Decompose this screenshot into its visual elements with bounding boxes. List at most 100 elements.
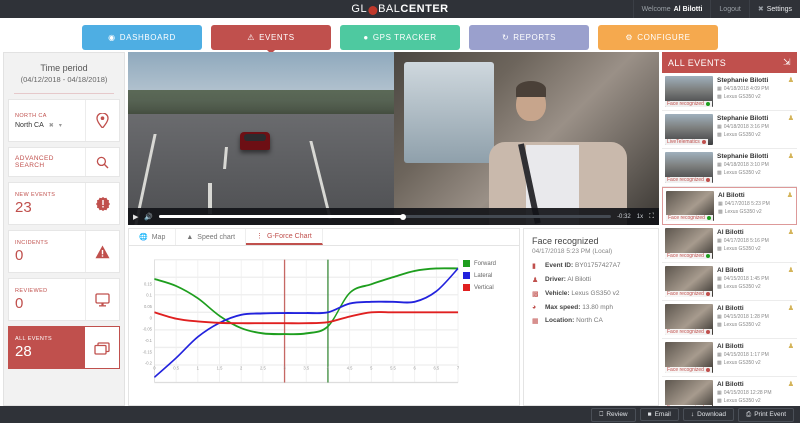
email-button[interactable]: ■ Email <box>639 408 679 421</box>
event-list-item[interactable]: Face recognized Stephanie Bilotti ▦ 04/18/2… <box>662 149 797 187</box>
stat-card-all-events[interactable]: ALL EVENTS 28 <box>8 326 120 369</box>
stat-card-incidents[interactable]: INCIDENTS 0 <box>8 230 120 273</box>
video-road-view[interactable] <box>128 52 394 225</box>
calendar-icon: ▦ <box>717 162 722 168</box>
event-driver-name: Al Bilotti <box>717 343 744 350</box>
event-datetime: ▦ 04/15/2018 1:45 PM <box>717 276 769 282</box>
stat-card-new-events[interactable]: NEW EVENTS 23 <box>8 182 120 225</box>
lane-marking <box>309 140 332 219</box>
seek-bar[interactable] <box>159 213 612 220</box>
stat-reviewed-value: 0 <box>15 295 24 312</box>
play-icon[interactable]: ▶ <box>133 213 139 221</box>
seek-handle[interactable] <box>400 213 407 220</box>
video-cabin-view[interactable] <box>393 52 659 225</box>
event-info: Al Bilotti ▦ 04/15/2018 1:45 PM ▩ Lexus GS35… <box>717 266 794 297</box>
region-selector-main: NORTH CA North CA ✖ ▾ <box>9 100 85 141</box>
event-driver-name: Al Bilotti <box>717 267 744 274</box>
stat-incidents-main: INCIDENTS 0 <box>9 231 85 272</box>
car-icon: ▩ <box>717 246 722 252</box>
svg-text:2: 2 <box>240 366 243 371</box>
clear-icon[interactable]: ✖ <box>48 122 54 129</box>
event-vehicle: ▩ Lexus GS350 v2 <box>717 284 761 290</box>
volume-icon[interactable]: 🔊 <box>144 213 154 221</box>
event-thumbnail[interactable]: Face recognized <box>665 380 713 406</box>
video-player[interactable]: ▶ 🔊 -0:32 1x ⛶ <box>128 52 659 225</box>
car-icon: ▩ <box>717 170 722 176</box>
logo-text-post: CENTER <box>400 3 449 15</box>
settings-button[interactable]: ✖ Settings <box>748 0 800 18</box>
tab-map[interactable]: 🌐 Map <box>129 229 177 245</box>
event-info: Stephanie Bilotti ▦ 04/18/2018 3:10 PM ▩ Lex… <box>717 152 794 183</box>
nav-tab-reports[interactable]: ↻ REPORTS <box>469 24 589 50</box>
search-icon[interactable] <box>85 148 119 176</box>
id-card-icon: ▮ <box>532 263 536 270</box>
event-thumbnail[interactable]: Face recognized <box>665 266 713 297</box>
print-event-button[interactable]: ⎙ Print Event <box>738 407 794 422</box>
chevron-down-icon[interactable]: ▾ <box>58 122 62 129</box>
legend-item-lateral: Lateral <box>463 272 515 279</box>
fullscreen-icon[interactable]: ⛶ <box>649 212 654 220</box>
car-icon: ▩ <box>717 360 722 366</box>
event-list-item[interactable]: Face recognized Al Bilotti ▦ 04/15/2018 1:4… <box>662 263 797 301</box>
logout-button[interactable]: Logout <box>710 0 748 18</box>
svg-text:6: 6 <box>414 366 417 371</box>
event-list-item[interactable]: LiveTelematics Stephanie Bilotti ▦ 04/18/20… <box>662 111 797 149</box>
region-selector-card[interactable]: NORTH CA North CA ✖ ▾ <box>8 99 120 142</box>
logout-label: Logout <box>719 5 741 13</box>
tab-gforce-chart[interactable]: ⋮ G-Force Chart <box>246 229 323 245</box>
region-select[interactable]: North CA ✖ ▾ <box>15 122 79 129</box>
event-list-item[interactable]: Face recognized Al Bilotti ▦ 04/15/2018 1:1… <box>662 339 797 377</box>
event-thumbnail[interactable]: Face recognized <box>665 76 713 107</box>
lane-marking <box>222 147 228 170</box>
event-list-item[interactable]: Face recognized Al Bilotti ▦ 04/17/2018 5:1… <box>662 225 797 263</box>
event-list-item[interactable]: Face recognized Al Bilotti ▦04/15/2018 12:… <box>662 377 797 406</box>
svg-text:4.5: 4.5 <box>347 366 353 371</box>
tab-speed-chart[interactable]: ▲ Speed chart <box>176 229 247 245</box>
lower-panels: 🌐 Map ▲ Speed chart ⋮ G-Force Chart <box>128 228 659 406</box>
nav-tab-configure-label: CONFIGURE <box>637 32 691 42</box>
legend-label-vertical: Vertical <box>474 284 494 291</box>
legend-label-lateral: Lateral <box>474 272 493 279</box>
event-list-item[interactable]: Face recognized Al Bilotti ▦ 04/17/2018 5:2… <box>662 187 797 225</box>
nav-tab-dashboard[interactable]: ◉ DASHBOARD <box>82 24 202 50</box>
stat-incidents-label: INCIDENTS <box>15 240 49 246</box>
time-period-block[interactable]: Time period (04/12/2018 - 04/18/2018) <box>8 57 120 91</box>
event-list-item[interactable]: Face recognized Al Bilotti ▦ 04/15/2018 1:2… <box>662 301 797 339</box>
review-button[interactable]: ⎕ Review <box>591 407 636 422</box>
download-button[interactable]: ↓ Download <box>682 408 734 421</box>
event-thumbnail[interactable]: Face recognized <box>665 228 713 259</box>
nav-tab-events-label: EVENTS <box>259 32 295 42</box>
playback-rate-button[interactable]: 1x <box>636 213 644 220</box>
map-pin-icon[interactable] <box>85 100 119 141</box>
review-button-label: Review <box>606 411 628 418</box>
advanced-search-card[interactable]: ADVANCED SEARCH <box>8 147 120 177</box>
event-list-item[interactable]: Face recognized Stephanie Bilotti ▦ 04/18/2… <box>662 73 797 111</box>
gforce-icon: ⋮ <box>256 233 264 240</box>
nav-tab-gps-tracker[interactable]: ● GPS TRACKER <box>340 24 460 50</box>
event-tag: Face recognized <box>665 253 712 259</box>
folders-icon <box>85 327 119 368</box>
nav-tab-gps-tracker-label: GPS TRACKER <box>372 32 437 42</box>
svg-text:0: 0 <box>150 315 153 320</box>
nav-tab-configure[interactable]: ⚙ CONFIGURE <box>598 24 718 50</box>
stat-card-reviewed[interactable]: REVIEWED 0 <box>8 278 120 321</box>
detail-row-event-id: ▮ Event ID: BY01757427A7 <box>532 262 650 270</box>
player-controls[interactable]: ▶ 🔊 -0:32 1x ⛶ <box>128 208 659 225</box>
event-thumbnail[interactable]: Face recognized <box>665 304 713 335</box>
events-list[interactable]: Face recognized Stephanie Bilotti ▦ 04/18/2… <box>662 73 797 406</box>
event-thumbnail[interactable]: LiveTelematics <box>665 114 713 145</box>
detail-value-vehicle: Lexus GS350 v2 <box>571 290 620 297</box>
car-icon: ▩ <box>717 284 722 290</box>
monitor-icon <box>85 279 119 320</box>
export-icon[interactable]: ⇲ <box>783 57 791 67</box>
event-thumbnail[interactable]: Face recognized <box>665 342 713 373</box>
car-icon: ▩ <box>717 398 722 404</box>
svg-text:5.5: 5.5 <box>390 366 396 371</box>
event-thumbnail[interactable]: Face recognized <box>665 152 713 183</box>
calendar-icon: ▦ <box>717 390 722 396</box>
svg-text:3.5: 3.5 <box>303 366 309 371</box>
event-thumbnail[interactable]: Face recognized <box>666 191 714 221</box>
legend-label-forward: Forward <box>474 260 497 267</box>
region-label: NORTH CA <box>15 112 47 119</box>
nav-tab-events[interactable]: ⚠ EVENTS <box>211 24 331 50</box>
